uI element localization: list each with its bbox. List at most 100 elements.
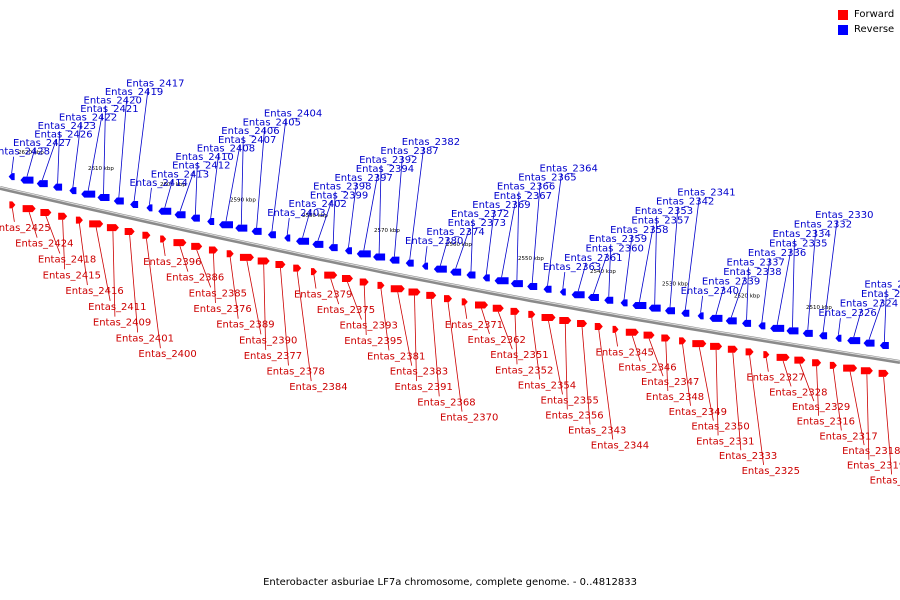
gene-label[interactable]: Entas_2337 (727, 257, 785, 268)
gene-arrow[interactable] (373, 253, 386, 261)
gene-arrow[interactable] (559, 316, 572, 324)
gene-label[interactable]: Entas_2385 (189, 288, 247, 299)
gene-label[interactable]: Entas_2362 (468, 335, 526, 346)
gene-arrow[interactable] (577, 319, 588, 327)
gene-arrow[interactable] (665, 307, 675, 315)
gene-label[interactable]: Entas_2390 (239, 335, 297, 346)
gene-label[interactable]: Entas_2321 (870, 475, 900, 486)
gene-arrow[interactable] (770, 324, 785, 332)
gene-label[interactable]: Entas_2394 (356, 164, 414, 175)
gene-arrow[interactable] (819, 332, 828, 340)
gene-label[interactable]: Entas_2323 (861, 289, 900, 300)
gene-label[interactable]: Entas_2330 (815, 210, 873, 221)
gene-label[interactable]: Entas_2355 (541, 395, 599, 406)
gene-label[interactable]: Entas_2400 (138, 349, 196, 360)
gene-label[interactable]: Entas_2386 (166, 273, 224, 284)
gene-label[interactable]: Entas_2364 (540, 163, 598, 174)
gene-label[interactable]: Entas_2325 (742, 466, 800, 477)
gene-label[interactable]: Entas_2384 (289, 382, 347, 393)
gene-label[interactable]: Entas_2354 (518, 380, 576, 391)
gene-arrow[interactable] (587, 294, 599, 302)
gene-arrow[interactable] (878, 369, 889, 377)
gene-label[interactable]: Entas_2366 (497, 182, 555, 193)
gene-arrow[interactable] (146, 204, 153, 212)
gene-arrow[interactable] (359, 278, 369, 286)
gene-label[interactable]: Entas_2347 (641, 377, 699, 388)
gene-arrow[interactable] (863, 339, 875, 347)
gene-label[interactable]: Entas_2381 (367, 351, 425, 362)
gene-label[interactable]: Entas_2369 (472, 200, 530, 211)
gene-arrow[interactable] (648, 304, 661, 312)
gene-label[interactable]: Entas_2405 (243, 117, 301, 128)
gene-arrow[interactable] (745, 348, 754, 356)
gene-arrow[interactable] (426, 291, 437, 299)
gene-label[interactable]: Entas_2367 (494, 191, 552, 202)
gene-label[interactable]: Entas_2356 (545, 410, 603, 421)
gene-label[interactable]: Entas_2329 (792, 402, 850, 413)
gene-label[interactable]: Entas_2391 (394, 382, 452, 393)
gene-label[interactable]: Entas_2404 (264, 109, 322, 120)
gene-arrow[interactable] (158, 207, 172, 215)
gene-label[interactable]: Entas_2383 (390, 367, 448, 378)
gene-arrow[interactable] (69, 187, 77, 195)
gene-arrow[interactable] (20, 176, 34, 184)
gene-label[interactable]: Entas_2393 (339, 321, 397, 332)
gene-arrow[interactable] (81, 190, 96, 198)
gene-arrow[interactable] (405, 259, 414, 267)
gene-label[interactable]: Entas_2333 (719, 451, 777, 462)
gene-arrow[interactable] (239, 253, 254, 261)
gene-arrow[interactable] (377, 281, 385, 289)
gene-label[interactable]: Entas_2403 (267, 208, 325, 219)
gene-label[interactable]: Entas_2359 (589, 234, 647, 245)
gene-label[interactable]: Entas_2374 (426, 227, 484, 238)
gene-label[interactable]: Entas_2425 (0, 223, 51, 234)
gene-arrow[interactable] (235, 224, 248, 232)
gene-arrow[interactable] (709, 314, 723, 322)
gene-arrow[interactable] (643, 331, 655, 339)
gene-arrow[interactable] (113, 197, 124, 205)
gene-label[interactable]: Entas_2352 (495, 365, 553, 376)
gene-label[interactable]: Entas_2335 (769, 238, 827, 249)
gene-label[interactable]: Entas_2407 (218, 135, 276, 146)
gene-arrow[interactable] (433, 265, 447, 273)
gene-label[interactable]: Entas_2339 (702, 276, 760, 287)
gene-arrow[interactable] (251, 227, 262, 235)
gene-arrow[interactable] (541, 313, 556, 321)
gene-arrow[interactable] (763, 351, 770, 359)
gene-arrow[interactable] (710, 342, 723, 350)
gene-label[interactable]: Entas_2379 (294, 290, 352, 301)
gene-label[interactable]: Entas_2361 (564, 253, 622, 264)
gene-label[interactable]: Entas_2402 (289, 199, 347, 210)
gene-arrow[interactable] (444, 295, 452, 303)
gene-label[interactable]: Entas_2370 (440, 413, 498, 424)
gene-arrow[interactable] (89, 220, 104, 228)
gene-arrow[interactable] (758, 322, 766, 330)
gene-label[interactable]: Entas_2420 (84, 96, 142, 107)
gene-arrow[interactable] (559, 288, 566, 296)
gene-arrow[interactable] (727, 345, 738, 353)
gene-arrow[interactable] (632, 302, 647, 310)
gene-label[interactable]: Entas_2409 (93, 318, 151, 329)
gene-label[interactable]: Entas_2378 (266, 367, 324, 378)
gene-label[interactable]: Entas_2377 (244, 351, 302, 362)
gene-label[interactable]: Entas_2401 (116, 333, 174, 344)
gene-label[interactable]: Entas_2396 (143, 257, 201, 268)
gene-label[interactable]: Entas_2353 (635, 206, 693, 217)
gene-arrow[interactable] (625, 328, 639, 336)
gene-label[interactable]: Entas_2342 (656, 197, 714, 208)
gene-arrow[interactable] (106, 224, 119, 232)
gene-arrow[interactable] (174, 211, 186, 219)
gene-arrow[interactable] (620, 299, 628, 307)
gene-label[interactable]: Entas_2410 (175, 152, 233, 163)
gene-arrow[interactable] (835, 334, 842, 342)
gene-label[interactable]: Entas_2411 (88, 302, 146, 313)
gene-label[interactable]: Entas_2332 (794, 219, 852, 230)
gene-label[interactable]: Entas_2372 (451, 209, 509, 220)
gene-label[interactable]: Entas_2406 (221, 126, 279, 137)
gene-arrow[interactable] (40, 208, 52, 216)
gene-label[interactable]: Entas_2415 (43, 270, 101, 281)
gene-label[interactable]: Entas_2344 (591, 440, 649, 451)
gene-label[interactable]: Entas_2343 (568, 425, 626, 436)
gene-arrow[interactable] (390, 285, 405, 293)
gene-arrow[interactable] (173, 239, 187, 247)
